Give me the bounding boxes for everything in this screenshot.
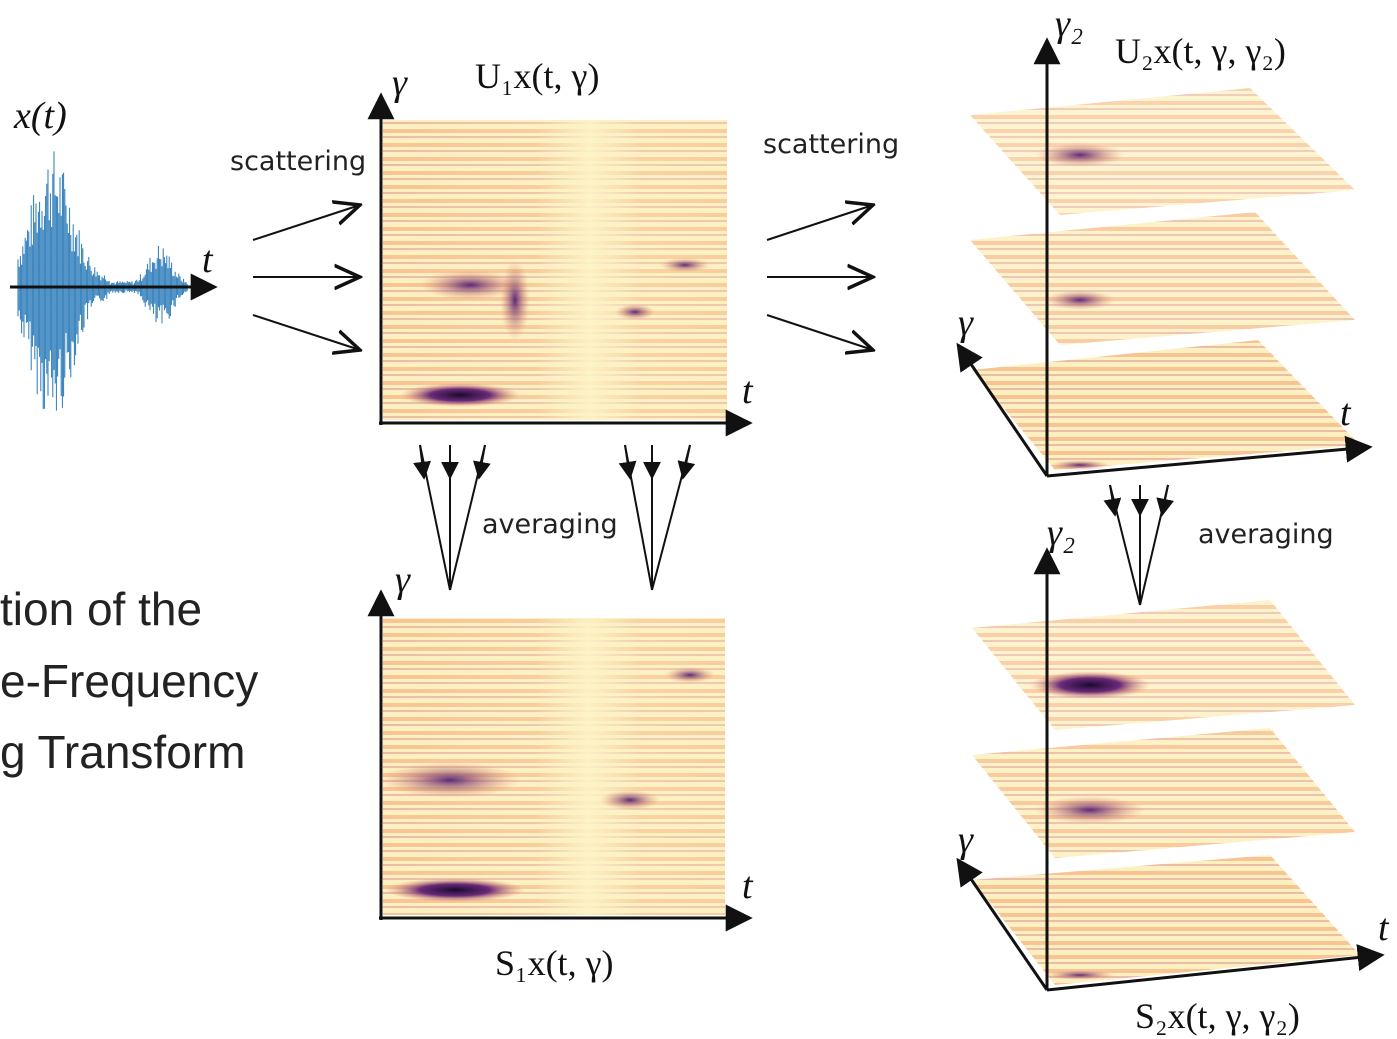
caption-line: tion of the (0, 583, 202, 635)
axis-label: t (742, 865, 754, 907)
u1-title: U₁x(t, γ) (475, 56, 599, 96)
s1-title: S₁x(t, γ) (495, 943, 613, 983)
axis-label: t (1378, 907, 1390, 949)
scattering-arrows (253, 205, 360, 350)
axis-label: t (202, 239, 214, 281)
u2-title: U₂x(t, γ, γ₂) (1115, 31, 1286, 71)
axis-label: γ (395, 559, 411, 601)
u1-heatmap (383, 120, 727, 420)
signal-label: x(t) (13, 95, 67, 137)
axis-label: γ (958, 302, 974, 344)
waveform-trace (18, 151, 187, 410)
scattering-label: scattering (230, 146, 366, 177)
averaging-label: averaging (482, 509, 618, 540)
caption-line: g Transform (0, 726, 245, 778)
waveform (18, 151, 187, 410)
scattering-arrows (767, 205, 873, 350)
axis-label: γ (958, 819, 974, 861)
averaging-arrows (1110, 485, 1168, 605)
axis-label: γ (392, 62, 408, 104)
scattering-label: scattering (763, 129, 899, 160)
u2-planes (970, 88, 1360, 470)
s2-planes (972, 600, 1360, 985)
axis-label: t (1340, 392, 1352, 434)
averaging-label: averaging (1198, 519, 1334, 550)
caption-line: e-Frequency (0, 655, 258, 707)
axis-label: γ₂ (1047, 512, 1075, 554)
axis-label: t (742, 370, 754, 412)
s2-title: S₂x(t, γ, γ₂) (1135, 996, 1300, 1036)
s1-heatmap (380, 618, 725, 915)
axis-label: γ₂ (1055, 3, 1083, 45)
diagram: tion of the e-Frequency g Transform x(t)… (0, 0, 1397, 1039)
